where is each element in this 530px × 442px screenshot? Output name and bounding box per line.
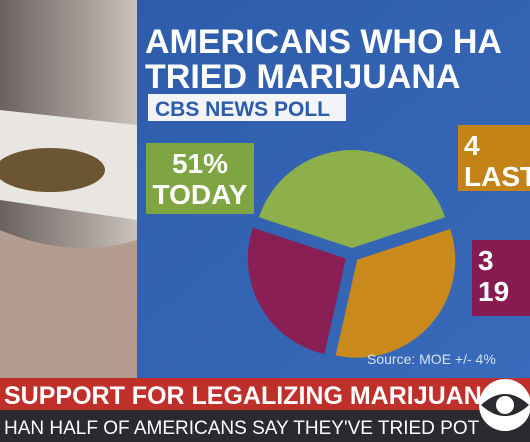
callout-box — [472, 240, 530, 316]
headline: SUPPORT FOR LEGALIZING MARIJUANA — [4, 382, 500, 410]
callout-text: 4 — [464, 130, 480, 161]
pie — [247, 149, 456, 358]
title-line: TRIED MARIJUANA — [145, 58, 460, 96]
callout-text: 51% — [172, 148, 228, 179]
pie-slice — [258, 149, 446, 248]
callout-text: 19 — [478, 276, 509, 307]
network-logo — [479, 379, 530, 431]
callout-text: LAST — [464, 161, 530, 192]
headline-bar — [0, 378, 530, 410]
callout-box — [146, 143, 254, 214]
pie-slice — [247, 227, 346, 355]
callout-text: TODAY — [153, 179, 248, 210]
pie-slice — [335, 228, 456, 358]
callout-box — [458, 125, 530, 191]
photo — [0, 0, 137, 380]
subline: HAN HALF OF AMERICANS SAY THEY'VE TRIED … — [4, 418, 480, 439]
callout-text: 3 — [478, 245, 494, 276]
subtitle-box — [148, 94, 346, 121]
subline-bar — [0, 410, 530, 442]
title-line: AMERICANS WHO HA — [145, 23, 502, 61]
subtitle: CBS NEWS POLL — [155, 98, 330, 121]
source: Source: MOE +/- 4% — [367, 351, 496, 367]
